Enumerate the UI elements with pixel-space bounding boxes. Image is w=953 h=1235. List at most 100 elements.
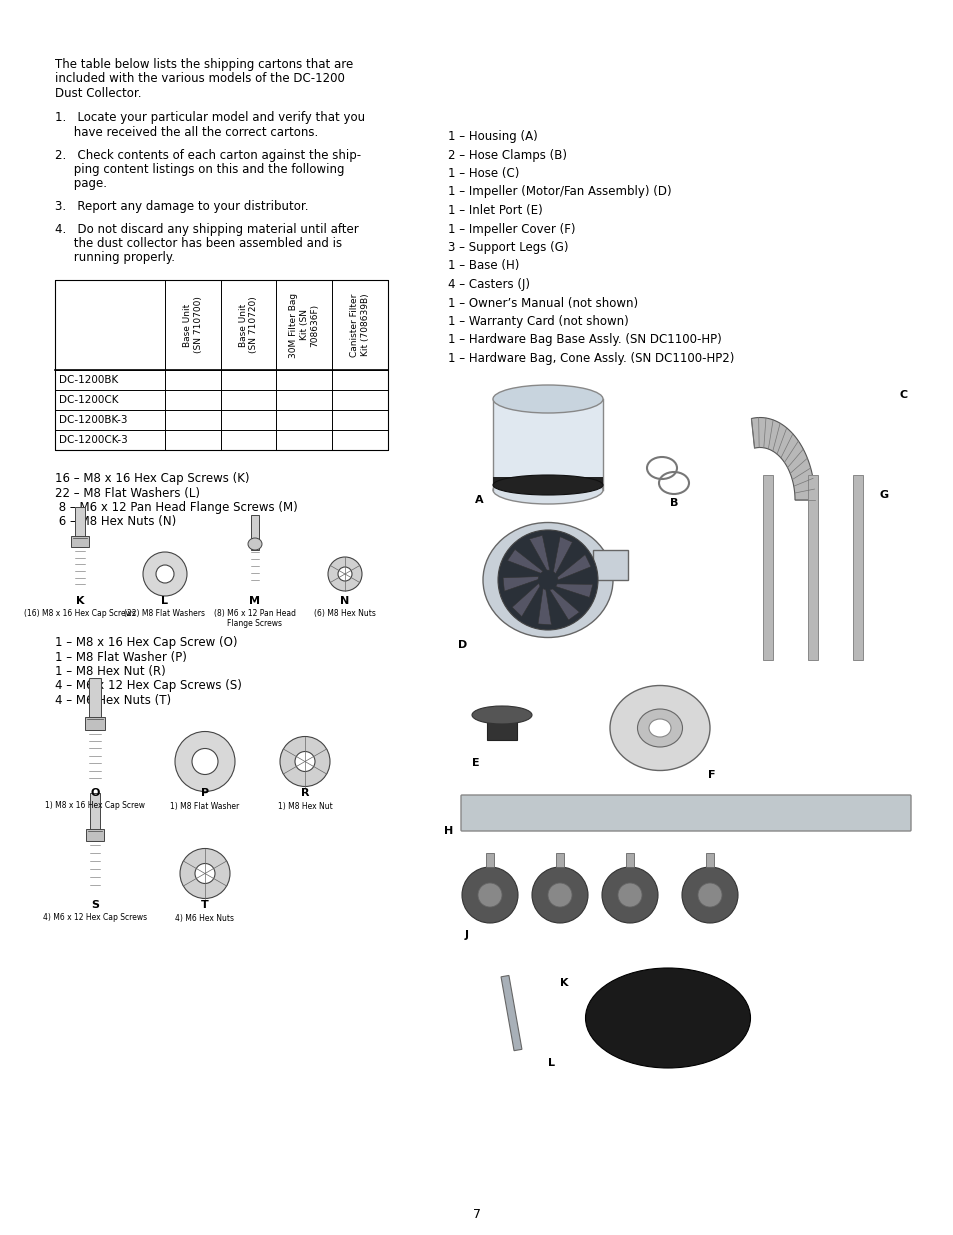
Text: 8 – M6 x 12 Pan Head Flange Screws (M): 8 – M6 x 12 Pan Head Flange Screws (M) (55, 501, 297, 514)
Text: K: K (75, 597, 84, 606)
Text: F: F (707, 769, 715, 781)
Circle shape (547, 883, 572, 906)
Text: 7: 7 (473, 1208, 480, 1221)
Text: running properly.: running properly. (55, 252, 174, 264)
Ellipse shape (493, 475, 602, 504)
Bar (85, 716, 105, 730)
Text: Dust Collector.: Dust Collector. (55, 86, 141, 100)
Text: K: K (559, 978, 568, 988)
Circle shape (156, 564, 173, 583)
Text: D: D (457, 640, 467, 650)
Text: 4 – M6 Hex Nuts (T): 4 – M6 Hex Nuts (T) (55, 694, 171, 706)
Text: B: B (669, 498, 678, 508)
Text: Canister Filter
Kit (708639B): Canister Filter Kit (708639B) (350, 294, 370, 357)
Text: (8) M6 x 12 Pan Head
Flange Screws: (8) M6 x 12 Pan Head Flange Screws (213, 609, 295, 629)
Bar (486, 715, 517, 740)
Bar (705, 853, 713, 867)
Circle shape (174, 731, 234, 792)
Circle shape (601, 867, 658, 923)
Text: 2 – Hose Clamps (B): 2 – Hose Clamps (B) (448, 148, 566, 162)
Text: P: P (201, 788, 209, 799)
Text: 3 – Support Legs (G): 3 – Support Legs (G) (448, 241, 568, 254)
Text: 1 – Hardware Bag Base Assly. (SN DC1100-HP): 1 – Hardware Bag Base Assly. (SN DC1100-… (448, 333, 721, 347)
Ellipse shape (472, 706, 532, 724)
Text: C: C (899, 390, 907, 400)
Text: 1 – M8 Hex Nut (R): 1 – M8 Hex Nut (R) (55, 664, 166, 678)
Text: 2.   Check contents of each carton against the ship-: 2. Check contents of each carton against… (55, 148, 361, 162)
Text: 4.   Do not discard any shipping material until after: 4. Do not discard any shipping material … (55, 222, 358, 236)
Text: H: H (443, 826, 453, 836)
Text: 1 – Housing (A): 1 – Housing (A) (448, 130, 537, 143)
Text: 3.   Report any damage to your distributor.: 3. Report any damage to your distributor… (55, 200, 308, 212)
Text: 1) M8 Flat Washer: 1) M8 Flat Washer (171, 802, 239, 810)
Circle shape (280, 736, 330, 787)
Polygon shape (512, 583, 539, 616)
Text: L: L (161, 597, 169, 606)
Text: DC-1200BK-3: DC-1200BK-3 (59, 415, 128, 425)
Polygon shape (537, 589, 551, 625)
Text: (16) M8 x 16 Hex Cap Screws: (16) M8 x 16 Hex Cap Screws (24, 609, 135, 618)
Bar (485, 853, 494, 867)
Circle shape (618, 883, 641, 906)
Polygon shape (553, 537, 572, 573)
Text: 1 – Impeller (Motor/Fan Assembly) (D): 1 – Impeller (Motor/Fan Assembly) (D) (448, 185, 671, 199)
Circle shape (477, 883, 501, 906)
Text: 1) M8 Hex Nut: 1) M8 Hex Nut (277, 802, 332, 810)
Text: 1 – M8 Flat Washer (P): 1 – M8 Flat Washer (P) (55, 651, 187, 663)
Polygon shape (507, 550, 542, 573)
Text: G: G (879, 490, 888, 500)
Text: 1 – Warranty Card (not shown): 1 – Warranty Card (not shown) (448, 315, 628, 329)
Bar (86, 829, 104, 841)
Text: 1 – M8 x 16 Hex Cap Screw (O): 1 – M8 x 16 Hex Cap Screw (O) (55, 636, 237, 650)
Text: S: S (91, 900, 99, 910)
Text: ping content listings on this and the following: ping content listings on this and the fo… (55, 163, 344, 177)
Bar (90, 793, 100, 841)
Polygon shape (502, 577, 538, 592)
Text: 30M Filter Bag
Kit (SN
708636F): 30M Filter Bag Kit (SN 708636F) (289, 293, 319, 358)
Text: DC-1200CK: DC-1200CK (59, 395, 118, 405)
Text: Base Unit
(SN 710720): Base Unit (SN 710720) (238, 296, 258, 353)
Bar (593, 550, 627, 580)
Text: 1 – Owner’s Manual (not shown): 1 – Owner’s Manual (not shown) (448, 296, 638, 310)
Text: R: R (300, 788, 309, 799)
Bar (251, 515, 258, 550)
Polygon shape (549, 589, 578, 620)
Text: A: A (475, 495, 483, 505)
Text: 16 – M8 x 16 Hex Cap Screws (K): 16 – M8 x 16 Hex Cap Screws (K) (55, 472, 250, 485)
Text: DC-1200BK: DC-1200BK (59, 375, 118, 385)
Ellipse shape (648, 719, 670, 737)
Text: the dust collector has been assembled and is: the dust collector has been assembled an… (55, 237, 342, 249)
Text: 1 – Impeller Cover (F): 1 – Impeller Cover (F) (448, 222, 575, 236)
Text: 4) M6 x 12 Hex Cap Screws: 4) M6 x 12 Hex Cap Screws (43, 914, 147, 923)
Bar (71, 536, 89, 547)
Text: N: N (340, 597, 349, 606)
Text: 1.   Locate your particular model and verify that you: 1. Locate your particular model and veri… (55, 111, 365, 125)
Text: 1 – Hardware Bag, Cone Assly. (SN DC1100-HP2): 1 – Hardware Bag, Cone Assly. (SN DC1100… (448, 352, 734, 366)
Text: 22 – M8 Flat Washers (L): 22 – M8 Flat Washers (L) (55, 487, 200, 499)
Text: (22) M8 Flat Washers: (22) M8 Flat Washers (125, 609, 205, 618)
Text: 4 – M6 x 12 Hex Cap Screws (S): 4 – M6 x 12 Hex Cap Screws (S) (55, 679, 242, 693)
Ellipse shape (637, 709, 681, 747)
Text: 1 – Base (H): 1 – Base (H) (448, 259, 518, 273)
Bar (500, 976, 521, 1051)
Polygon shape (529, 535, 549, 571)
Text: 1) M8 x 16 Hex Cap Screw: 1) M8 x 16 Hex Cap Screw (45, 802, 145, 810)
Text: T: T (201, 900, 209, 910)
Circle shape (337, 567, 352, 580)
Text: E: E (472, 758, 479, 768)
Text: L: L (547, 1058, 555, 1068)
Circle shape (294, 752, 314, 772)
Text: Base Unit
(SN 710700): Base Unit (SN 710700) (183, 296, 202, 353)
Bar (75, 508, 85, 547)
Circle shape (143, 552, 187, 597)
Circle shape (180, 848, 230, 899)
Text: J: J (464, 930, 469, 940)
Text: DC-1200CK-3: DC-1200CK-3 (59, 435, 128, 445)
Circle shape (497, 530, 598, 630)
Circle shape (328, 557, 361, 592)
Text: 4 – Casters (J): 4 – Casters (J) (448, 278, 530, 291)
Text: M: M (250, 597, 260, 606)
Circle shape (461, 867, 517, 923)
Polygon shape (555, 584, 592, 598)
Polygon shape (751, 417, 814, 500)
